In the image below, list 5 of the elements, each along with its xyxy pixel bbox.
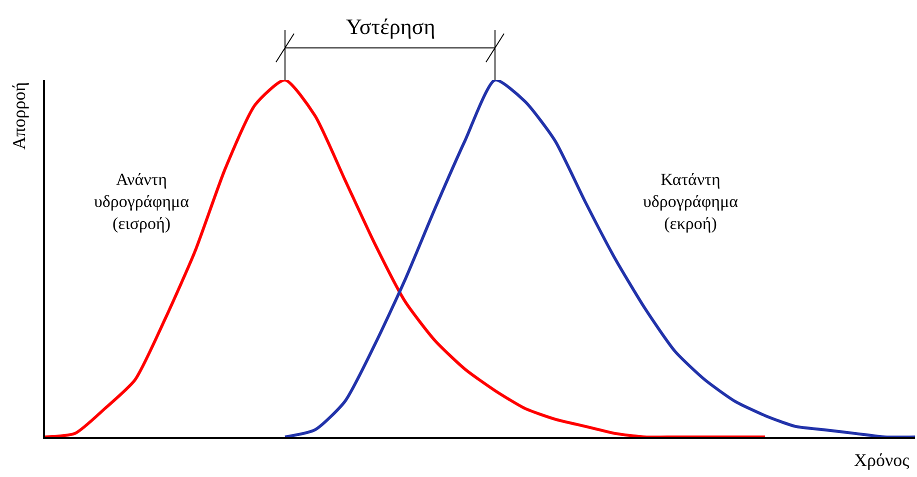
text: Υστέρηση — [346, 14, 436, 39]
x-axis-title: Χρόνος — [854, 450, 910, 470]
text: Κατάντη υδρογράφημα (εκροή) — [643, 170, 738, 234]
series-label: Ανάντη υδρογράφημα (εισροή) — [94, 170, 190, 234]
y-axis-title: Απορροή — [9, 82, 30, 150]
